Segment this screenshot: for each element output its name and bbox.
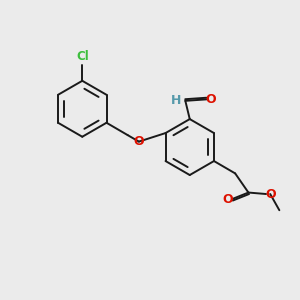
Text: O: O <box>134 135 145 148</box>
Text: O: O <box>223 193 233 206</box>
Text: O: O <box>265 188 275 200</box>
Text: Cl: Cl <box>76 50 89 62</box>
Text: H: H <box>171 94 181 107</box>
Text: O: O <box>205 93 216 106</box>
